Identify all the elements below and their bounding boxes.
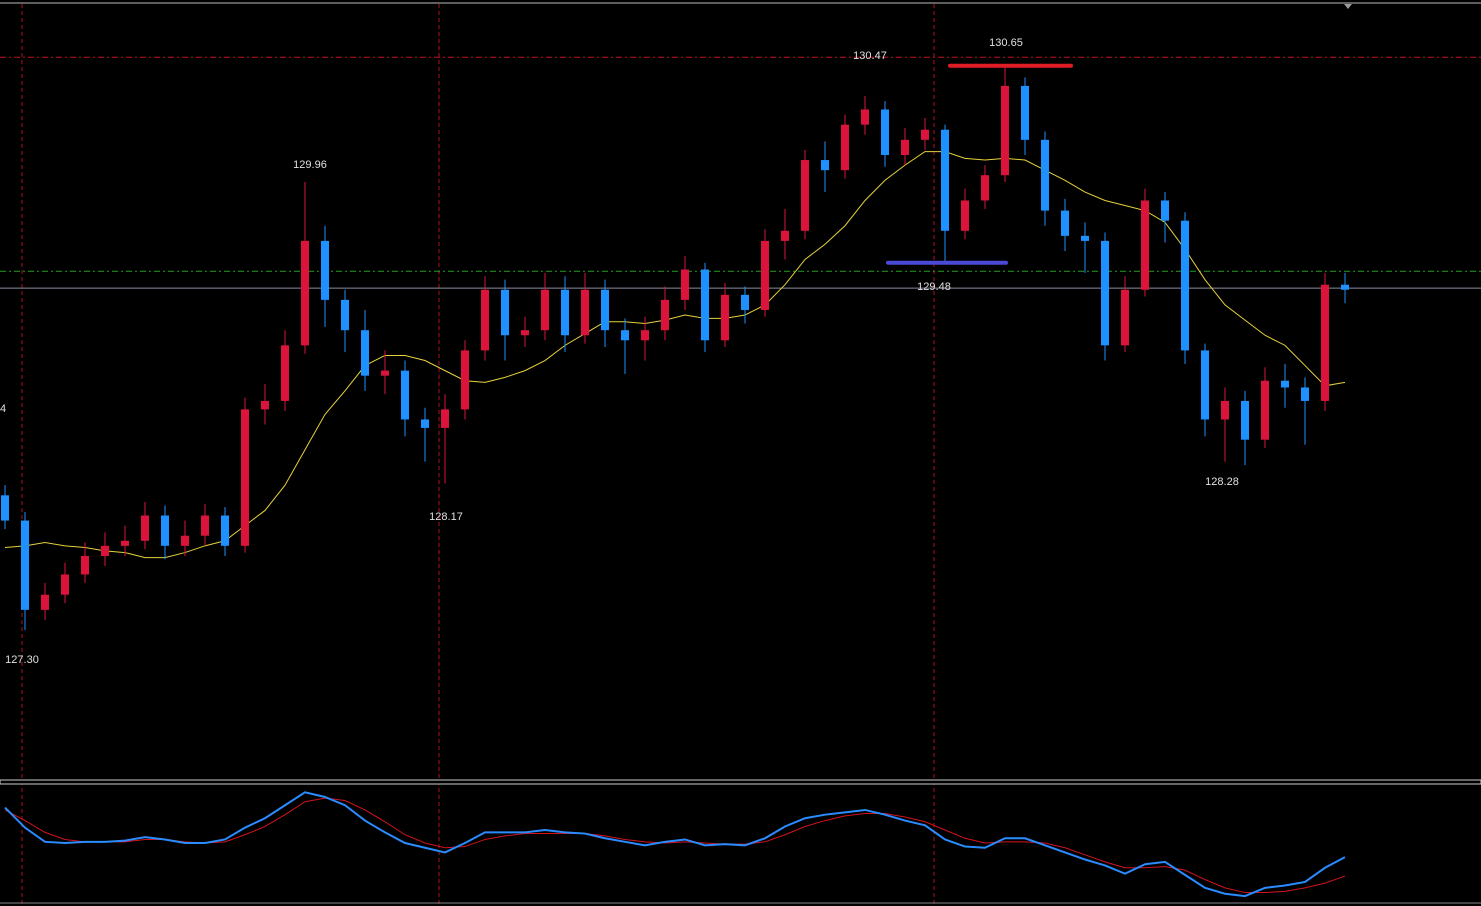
candle-body (601, 289, 609, 331)
candle-body (1221, 400, 1229, 420)
candle-body (561, 289, 569, 336)
candle-body (1101, 240, 1109, 346)
oscillator-line (4, 797, 1346, 894)
candle-body (481, 289, 489, 351)
candle-body (701, 269, 709, 341)
candle-body (901, 139, 909, 155)
candle-body (261, 400, 269, 410)
candle-body (381, 370, 389, 376)
candle-body (661, 299, 669, 331)
price-label: 128.28 (1205, 476, 1239, 488)
candle-body (581, 289, 589, 336)
candle-body (1001, 85, 1009, 176)
candle-body (321, 240, 329, 300)
price-label: 130.65 (989, 37, 1023, 49)
candle-body (101, 545, 109, 556)
candle-body (941, 129, 949, 231)
candle-body (1141, 200, 1149, 290)
price-label: 130.47 (853, 50, 887, 62)
candle-body (841, 124, 849, 171)
candle-body (781, 230, 789, 241)
scroll-marker (1344, 4, 1352, 9)
price-label: 127.30 (5, 654, 39, 666)
plot (0, 56, 1481, 898)
candle-body (961, 200, 969, 231)
candle-body (461, 350, 469, 410)
candle-body (421, 419, 429, 428)
candle-body (1121, 289, 1129, 346)
candle-body (441, 409, 449, 428)
candle-body (741, 294, 749, 310)
candle-body (821, 160, 829, 171)
candle-body (521, 330, 529, 336)
price-label: 129.96 (293, 159, 327, 171)
price-label: 128.17 (429, 511, 463, 523)
candle-body (41, 594, 49, 610)
candle-body (21, 520, 29, 610)
candle-body (1161, 200, 1169, 221)
candle-body (81, 555, 89, 575)
candle-body (761, 240, 769, 310)
candle-body (501, 289, 509, 336)
candle-body (301, 240, 309, 346)
candle-body (1041, 139, 1049, 211)
oscillator-line (4, 791, 1346, 898)
candle-body (361, 330, 369, 376)
candle-body (1081, 235, 1089, 241)
candle-body (221, 515, 229, 546)
candle-body (721, 294, 729, 341)
candle-body (181, 535, 189, 546)
candle-body (281, 345, 289, 401)
candle-body (1, 495, 9, 521)
candle-body (681, 269, 689, 300)
candle-body (1241, 400, 1249, 440)
candle-body (341, 299, 349, 331)
candle-body (1281, 380, 1289, 388)
candle-body (1201, 350, 1209, 420)
candle-body (801, 160, 809, 231)
candle-body (1321, 284, 1329, 401)
candle-body (241, 409, 249, 546)
candle-body (641, 330, 649, 341)
candle-body (1061, 210, 1069, 236)
candle-body (621, 330, 629, 341)
candle-body (881, 109, 889, 155)
candle-body (1021, 85, 1029, 140)
candle-body (921, 129, 929, 140)
candle-body (1301, 387, 1309, 401)
candle-body (1261, 380, 1269, 440)
candle-body (201, 515, 209, 536)
price-label: 129.48 (917, 281, 951, 293)
candle-body (161, 515, 169, 546)
candle-body (1181, 220, 1189, 351)
price-label: 4 (0, 403, 6, 415)
candle-body (121, 540, 129, 546)
candle-body (981, 175, 989, 201)
candle-body (861, 109, 869, 125)
candle-body (1341, 284, 1349, 290)
candle-body (61, 574, 69, 595)
panel-separator (0, 779, 1481, 785)
candle-body (141, 515, 149, 541)
candle-body (401, 370, 409, 420)
candle-body (541, 289, 549, 331)
